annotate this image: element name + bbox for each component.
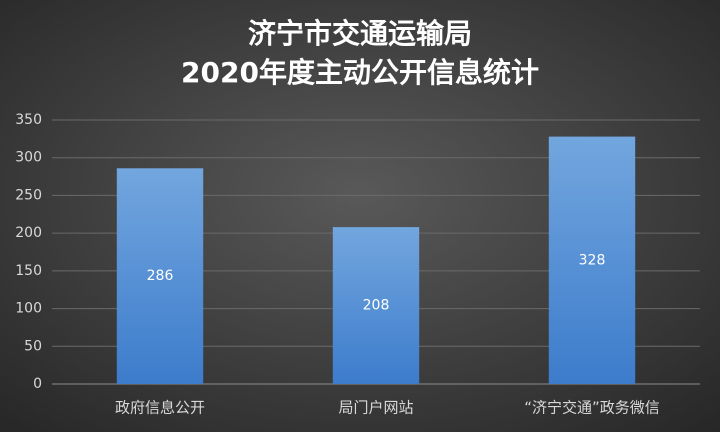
chart-title: 济宁市交通运输局 [248, 17, 472, 50]
x-tick-label: “济宁交通”政务微信 [524, 399, 660, 417]
y-tick-label: 50 [24, 338, 42, 354]
y-tick-label: 350 [15, 112, 42, 128]
data-label: 208 [363, 298, 390, 314]
bar [116, 168, 204, 384]
data-label: 328 [579, 252, 606, 268]
y-tick-label: 0 [33, 376, 42, 392]
y-tick-label: 100 [15, 301, 42, 317]
bar [332, 227, 420, 384]
y-tick-label: 200 [15, 225, 42, 241]
y-tick-label: 250 [15, 187, 42, 203]
y-tick-label: 150 [15, 263, 42, 279]
y-tick-label: 300 [15, 150, 42, 166]
x-tick-label: 政府信息公开 [115, 399, 205, 417]
x-tick-label: 局门户网站 [338, 399, 413, 417]
data-label: 286 [147, 268, 174, 284]
chart-title: 2020年度主动公开信息统计 [181, 56, 539, 89]
bar [548, 136, 636, 384]
